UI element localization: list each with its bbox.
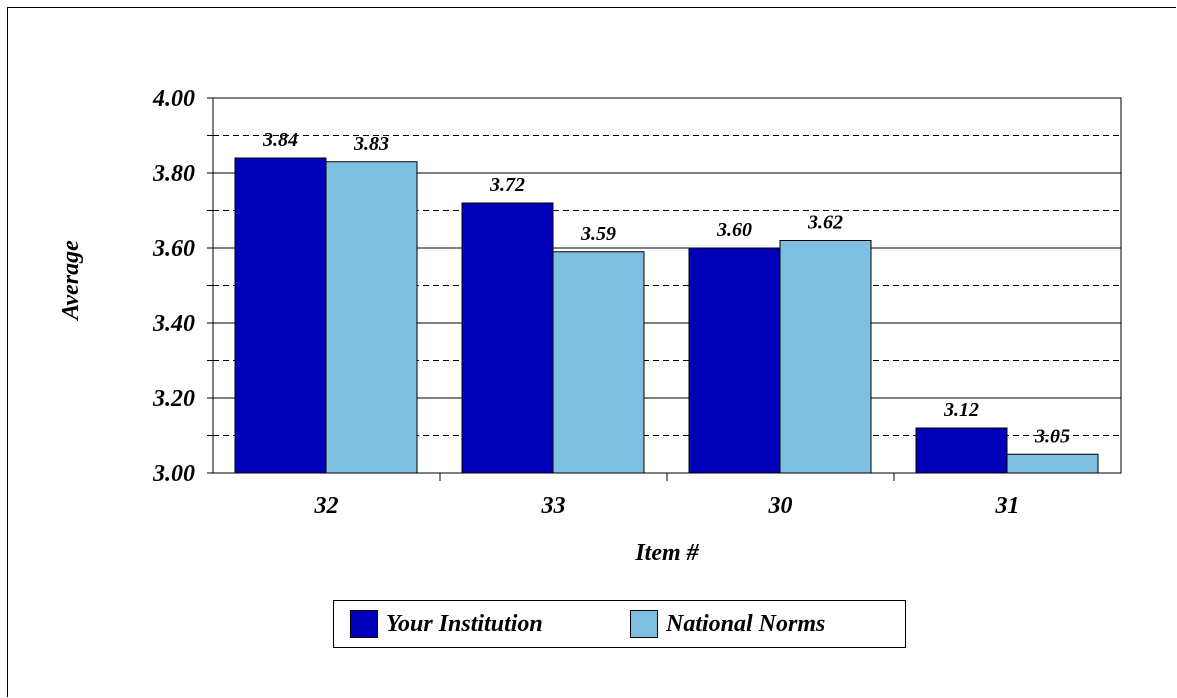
y-tick-label: 3.20 bbox=[152, 386, 195, 412]
chart-frame bbox=[7, 7, 1176, 697]
legend-swatch-national-norms bbox=[630, 610, 658, 638]
bar-your-institution bbox=[915, 427, 1008, 474]
x-tick-label: 33 bbox=[541, 493, 566, 519]
axes: 3.00 3.20 3.40 3.60 3.80 4.00 32 33 30 31 bbox=[152, 86, 1122, 519]
bar-your-institution bbox=[688, 247, 781, 474]
data-label: 3.59 bbox=[580, 223, 616, 245]
data-label: 3.60 bbox=[716, 219, 752, 241]
y-tick-label: 3.00 bbox=[152, 461, 195, 487]
y-tick-label: 3.80 bbox=[152, 161, 195, 187]
legend-item-national-norms: National Norms bbox=[630, 610, 825, 638]
x-tick-label: 32 bbox=[314, 493, 339, 519]
y-tick-label: 3.40 bbox=[152, 311, 195, 337]
data-label: 3.62 bbox=[807, 212, 843, 234]
data-label: 3.72 bbox=[489, 174, 525, 196]
data-label: 3.05 bbox=[1034, 425, 1070, 447]
legend-label-national-norms: National Norms bbox=[666, 610, 826, 637]
x-axis-title: Item # bbox=[634, 540, 699, 566]
data-label: 3.84 bbox=[262, 129, 298, 151]
legend-label-your-institution: Your Institution bbox=[386, 610, 543, 637]
y-tick-label: 3.60 bbox=[152, 236, 195, 262]
bar-your-institution bbox=[234, 157, 327, 474]
data-label: 3.12 bbox=[943, 399, 979, 421]
data-labels: 3.84 3.83 3.72 3.59 3.60 3.62 3.12 3.05 bbox=[262, 129, 1070, 447]
bars bbox=[234, 157, 1099, 474]
y-axis-title: Average bbox=[58, 240, 84, 322]
y-tick-label: 4.00 bbox=[152, 86, 195, 112]
legend: Your Institution National Norms bbox=[333, 600, 906, 648]
legend-item-your-institution: Your Institution bbox=[350, 610, 543, 638]
bar-national-norms bbox=[552, 251, 645, 474]
x-tick-label: 30 bbox=[768, 493, 793, 519]
legend-swatch-your-institution bbox=[350, 610, 378, 638]
bar-national-norms bbox=[325, 161, 418, 474]
bar-your-institution bbox=[461, 202, 554, 474]
bar-national-norms bbox=[779, 240, 872, 474]
x-tick-label: 31 bbox=[995, 493, 1020, 519]
bar-national-norms bbox=[1006, 453, 1099, 474]
data-label: 3.83 bbox=[353, 133, 389, 155]
